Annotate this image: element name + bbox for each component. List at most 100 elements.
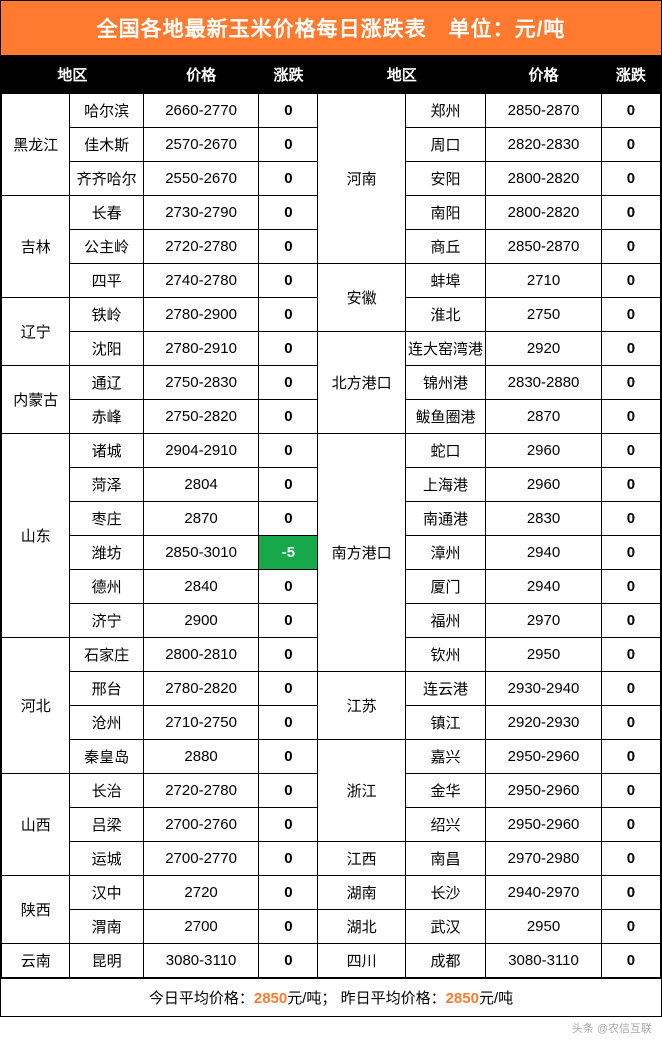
change-cell: 0 <box>601 638 660 672</box>
province-cell: 湖南 <box>318 876 405 910</box>
city-cell: 锦州港 <box>405 366 485 400</box>
price-cell: 2710-2750 <box>143 706 259 740</box>
city-cell: 蚌埠 <box>405 264 485 298</box>
price-cell: 2804 <box>143 468 259 502</box>
change-cell: 0 <box>259 332 318 366</box>
change-cell: 0 <box>259 400 318 434</box>
city-cell: 福州 <box>405 604 485 638</box>
price-cell: 2550-2670 <box>143 162 259 196</box>
province-cell: 云南 <box>2 944 70 978</box>
province-cell: 吉林 <box>2 196 70 298</box>
price-cell: 2830 <box>486 502 602 536</box>
price-cell: 2780-2820 <box>143 672 259 706</box>
change-cell: 0 <box>601 774 660 808</box>
change-cell: 0 <box>259 298 318 332</box>
city-cell: 周口 <box>405 128 485 162</box>
table-body: 黑龙江哈尔滨2660-27700河南郑州2850-28700佳木斯2570-26… <box>2 94 661 978</box>
table-row: 四平2740-27800安徽蚌埠27100 <box>2 264 661 298</box>
change-cell: 0 <box>601 366 660 400</box>
price-cell: 2700 <box>143 910 259 944</box>
change-cell: 0 <box>259 706 318 740</box>
city-cell: 连大窑湾港 <box>405 332 485 366</box>
price-cell: 2920-2930 <box>486 706 602 740</box>
change-cell: 0 <box>259 774 318 808</box>
province-cell: 黑龙江 <box>2 94 70 196</box>
table-row: 黑龙江哈尔滨2660-27700河南郑州2850-28700 <box>2 94 661 128</box>
price-cell: 2740-2780 <box>143 264 259 298</box>
change-cell: 0 <box>601 842 660 876</box>
city-cell: 嘉兴 <box>405 740 485 774</box>
change-cell: 0 <box>601 434 660 468</box>
price-cell: 2850-2870 <box>486 94 602 128</box>
footer-yest-label: 昨日平均价格： <box>341 990 446 1007</box>
footer: 今日平均价格：2850元/吨； 昨日平均价格：2850元/吨 <box>1 978 661 1016</box>
table-row: 运城2700-27700江西南昌2970-29800 <box>2 842 661 876</box>
change-cell: 0 <box>259 468 318 502</box>
change-cell: 0 <box>259 230 318 264</box>
province-cell: 内蒙古 <box>2 366 70 434</box>
city-cell: 蛇口 <box>405 434 485 468</box>
change-cell: 0 <box>601 94 660 128</box>
change-cell: 0 <box>259 264 318 298</box>
price-cell: 2800-2820 <box>486 196 602 230</box>
footer-today-value: 2850 <box>254 990 287 1007</box>
city-cell: 沧州 <box>70 706 143 740</box>
price-cell: 2780-2900 <box>143 298 259 332</box>
price-cell: 2800-2820 <box>486 162 602 196</box>
city-cell: 昆明 <box>70 944 143 978</box>
change-cell: 0 <box>601 162 660 196</box>
price-cell: 2720-2780 <box>143 230 259 264</box>
price-cell: 2720-2780 <box>143 774 259 808</box>
change-cell: 0 <box>259 910 318 944</box>
price-cell: 2870 <box>486 400 602 434</box>
header-row: 地区 价格 涨跌 地区 价格 涨跌 <box>2 56 661 94</box>
price-cell: 2710 <box>486 264 602 298</box>
province-cell: 河北 <box>2 638 70 774</box>
province-cell: 辽宁 <box>2 298 70 366</box>
table-row: 山东诸城2904-29100南方港口蛇口29600 <box>2 434 661 468</box>
province-cell: 湖北 <box>318 910 405 944</box>
change-cell: 0 <box>259 366 318 400</box>
city-cell: 商丘 <box>405 230 485 264</box>
city-cell: 安阳 <box>405 162 485 196</box>
change-cell: 0 <box>601 740 660 774</box>
price-cell: 2880 <box>143 740 259 774</box>
price-cell: 2800-2810 <box>143 638 259 672</box>
city-cell: 齐齐哈尔 <box>70 162 143 196</box>
city-cell: 武汉 <box>405 910 485 944</box>
price-table-container: 全国各地最新玉米价格每日涨跌表 单位：元/吨 地区 价格 涨跌 地区 价格 涨跌… <box>0 0 662 1017</box>
col-change-2: 涨跌 <box>601 56 660 94</box>
city-cell: 运城 <box>70 842 143 876</box>
table-title: 全国各地最新玉米价格每日涨跌表 单位：元/吨 <box>1 1 661 55</box>
change-cell: 0 <box>601 876 660 910</box>
footer-today-label: 今日平均价格： <box>149 990 254 1007</box>
city-cell: 漳州 <box>405 536 485 570</box>
city-cell: 长治 <box>70 774 143 808</box>
province-cell: 江苏 <box>318 672 405 740</box>
price-cell: 3080-3110 <box>486 944 602 978</box>
col-change: 涨跌 <box>259 56 318 94</box>
price-cell: 2750 <box>486 298 602 332</box>
province-cell: 南方港口 <box>318 434 405 672</box>
province-cell: 四川 <box>318 944 405 978</box>
col-region: 地区 <box>2 56 144 94</box>
province-cell: 江西 <box>318 842 405 876</box>
price-cell: 2730-2790 <box>143 196 259 230</box>
price-cell: 2700-2760 <box>143 808 259 842</box>
change-cell: 0 <box>259 740 318 774</box>
city-cell: 沈阳 <box>70 332 143 366</box>
change-cell: 0 <box>601 910 660 944</box>
change-cell: 0 <box>601 264 660 298</box>
price-cell: 2960 <box>486 434 602 468</box>
city-cell: 赤峰 <box>70 400 143 434</box>
price-cell: 2660-2770 <box>143 94 259 128</box>
price-cell: 2570-2670 <box>143 128 259 162</box>
price-cell: 2750-2830 <box>143 366 259 400</box>
price-cell: 2820-2830 <box>486 128 602 162</box>
footer-today-unit: 元/吨； <box>287 990 336 1007</box>
city-cell: 石家庄 <box>70 638 143 672</box>
city-cell: 郑州 <box>405 94 485 128</box>
city-cell: 菏泽 <box>70 468 143 502</box>
city-cell: 连云港 <box>405 672 485 706</box>
price-table: 地区 价格 涨跌 地区 价格 涨跌 黑龙江哈尔滨2660-27700河南郑州28… <box>1 55 661 978</box>
